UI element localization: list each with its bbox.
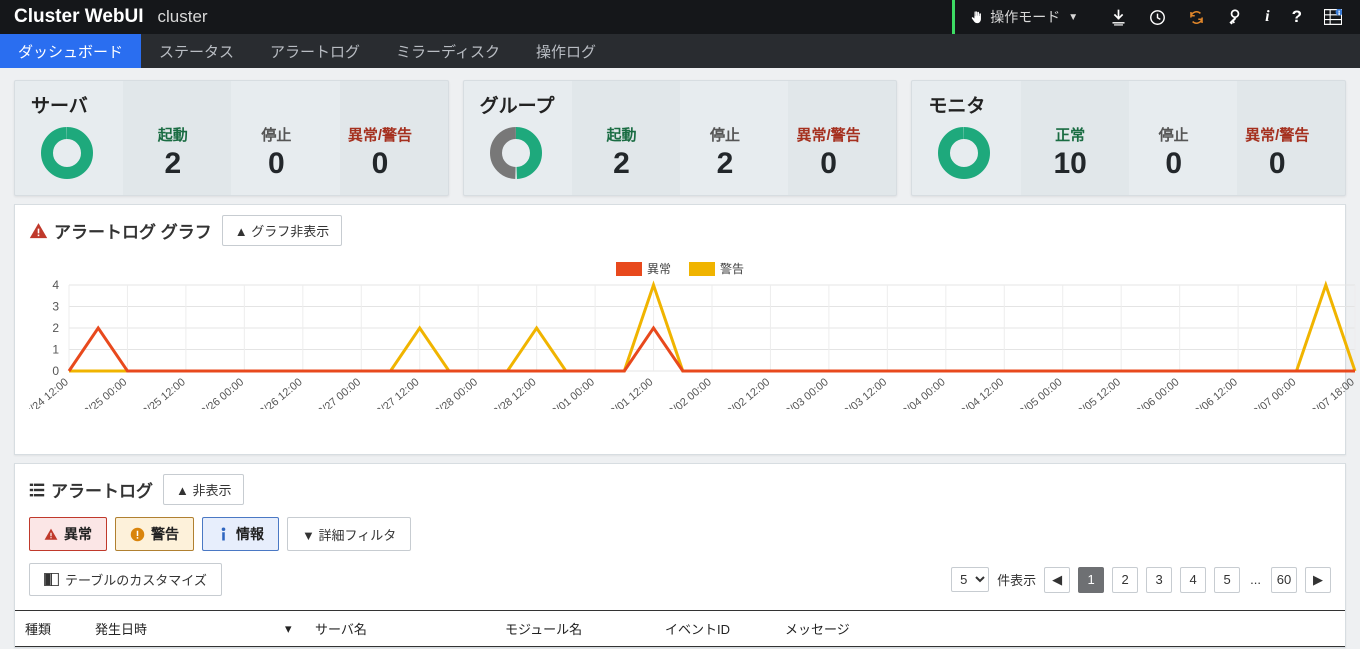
svg-text:02/28 00:00: 02/28 00:00 xyxy=(428,376,480,409)
svg-text:02/27 12:00: 02/27 12:00 xyxy=(369,376,421,409)
svg-text:02/27 00:00: 02/27 00:00 xyxy=(311,376,363,409)
svg-text:2: 2 xyxy=(52,321,59,335)
svg-text:03/01 12:00: 03/01 12:00 xyxy=(603,376,655,409)
svg-text:0: 0 xyxy=(52,364,59,378)
svg-text:03/07 00:00: 03/07 00:00 xyxy=(1246,376,1298,409)
svg-text:02/26 00:00: 02/26 00:00 xyxy=(194,376,246,409)
svg-text:03/05 00:00: 03/05 00:00 xyxy=(1012,376,1064,409)
svg-text:03/02 00:00: 03/02 00:00 xyxy=(662,376,714,409)
svg-text:3: 3 xyxy=(52,300,59,314)
svg-text:03/07 18:00: 03/07 18:00 xyxy=(1305,376,1357,409)
svg-text:03/02 12:00: 03/02 12:00 xyxy=(720,376,772,409)
svg-text:03/03 12:00: 03/03 12:00 xyxy=(837,376,889,409)
svg-text:03/04 12:00: 03/04 12:00 xyxy=(954,376,1006,409)
svg-text:1: 1 xyxy=(52,343,59,357)
svg-text:02/25 00:00: 02/25 00:00 xyxy=(77,376,129,409)
svg-text:03/01 00:00: 03/01 00:00 xyxy=(545,376,597,409)
svg-text:02/28 12:00: 02/28 12:00 xyxy=(486,376,538,409)
svg-text:4: 4 xyxy=(52,279,59,292)
svg-text:03/04 00:00: 03/04 00:00 xyxy=(896,376,948,409)
svg-text:03/03 00:00: 03/03 00:00 xyxy=(779,376,831,409)
svg-text:02/25 12:00: 02/25 12:00 xyxy=(136,376,188,409)
svg-text:02/26 12:00: 02/26 12:00 xyxy=(253,376,305,409)
svg-text:03/06 12:00: 03/06 12:00 xyxy=(1188,376,1240,409)
svg-text:03/06 00:00: 03/06 00:00 xyxy=(1129,376,1181,409)
svg-text:03/05 12:00: 03/05 12:00 xyxy=(1071,376,1123,409)
svg-text:02/24 12:00: 02/24 12:00 xyxy=(29,376,71,409)
